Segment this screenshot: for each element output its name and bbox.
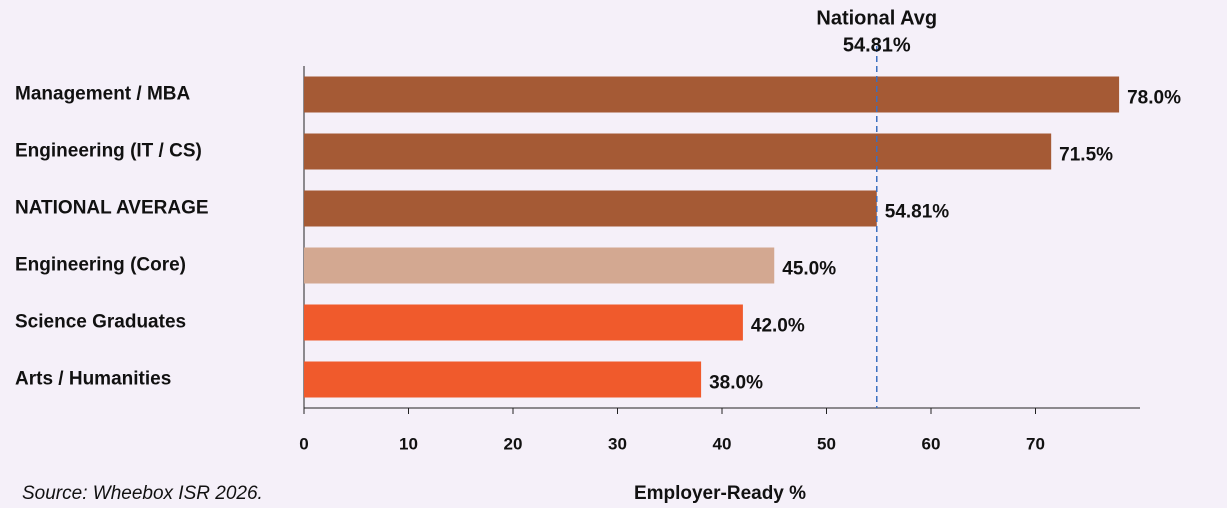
- x-tick-label: 50: [817, 434, 836, 453]
- value-label: 71.5%: [1059, 145, 1113, 166]
- source-note: Source: Wheebox ISR 2026.: [22, 483, 263, 504]
- category-label: Arts / Humanities: [15, 369, 171, 390]
- value-label: 54.81%: [885, 202, 950, 223]
- value-label: 78.0%: [1127, 88, 1181, 109]
- category-label: Engineering (Core): [15, 255, 186, 276]
- x-tick-label: 0: [299, 434, 308, 453]
- reference-label: 54.81%: [843, 34, 911, 56]
- bar: [304, 190, 877, 227]
- bar: [304, 247, 775, 284]
- category-label: Science Graduates: [15, 312, 186, 333]
- bar: [304, 133, 1052, 170]
- x-tick-label: 60: [922, 434, 941, 453]
- x-tick-label: 10: [399, 434, 418, 453]
- value-label: 38.0%: [709, 373, 763, 394]
- x-tick-label: 20: [504, 434, 523, 453]
- reference-title: National Avg: [816, 7, 937, 29]
- x-tick-label: 70: [1026, 434, 1045, 453]
- bar: [304, 76, 1120, 113]
- x-axis-label: Employer-Ready %: [634, 483, 806, 504]
- bar: [304, 304, 743, 341]
- category-label: Engineering (IT / CS): [15, 141, 202, 162]
- category-label: NATIONAL AVERAGE: [15, 198, 209, 219]
- category-label: Management / MBA: [15, 84, 191, 105]
- value-label: 45.0%: [782, 259, 836, 280]
- x-tick-label: 30: [608, 434, 627, 453]
- x-tick-label: 40: [713, 434, 732, 453]
- value-label: 42.0%: [751, 316, 805, 337]
- bar: [304, 361, 702, 398]
